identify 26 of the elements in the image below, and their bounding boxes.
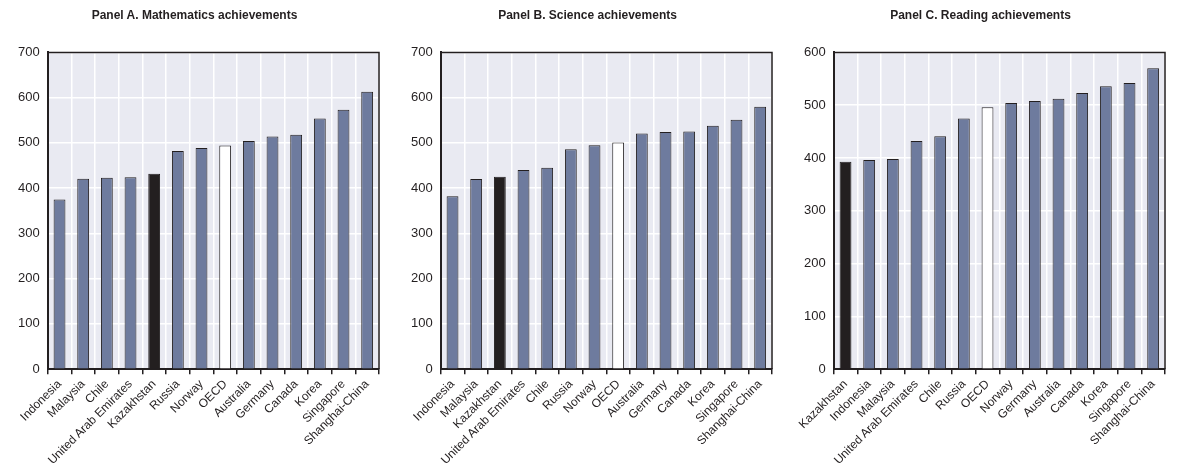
y-tick-label: 0	[32, 360, 40, 376]
y-tick-label: 200	[17, 270, 40, 286]
y-tick-label: 300	[803, 202, 826, 218]
y-tick-label: 400	[410, 179, 433, 195]
y-tick-label: 500	[803, 96, 826, 112]
y-tick-label: 100	[17, 315, 40, 331]
y-tick-label: 0	[818, 360, 826, 376]
y-tick-label: 700	[410, 43, 433, 59]
y-tick-label: 700	[17, 43, 40, 59]
y-tick-label: 500	[410, 134, 433, 150]
y-tick-label: 200	[410, 270, 433, 286]
y-tick-label: 600	[803, 43, 826, 59]
chart-title: Panel B. Science achievements	[498, 7, 678, 22]
y-tick-label: 0	[425, 360, 433, 376]
y-tick-label: 600	[17, 89, 40, 105]
y-tick-label: 400	[803, 149, 826, 165]
chart-title: Panel A. Mathematics achievements	[91, 7, 298, 22]
y-tick-label: 100	[803, 307, 826, 323]
y-tick-label: 600	[410, 89, 433, 105]
y-tick-label: 200	[803, 255, 826, 271]
y-tick-label: 100	[410, 315, 433, 331]
y-tick-label: 300	[410, 224, 433, 240]
y-tick-label: 400	[17, 179, 40, 195]
y-tick-label: 500	[17, 134, 40, 150]
chart-title: Panel C. Reading achievements	[890, 7, 1072, 22]
y-tick-label: 300	[17, 224, 40, 240]
